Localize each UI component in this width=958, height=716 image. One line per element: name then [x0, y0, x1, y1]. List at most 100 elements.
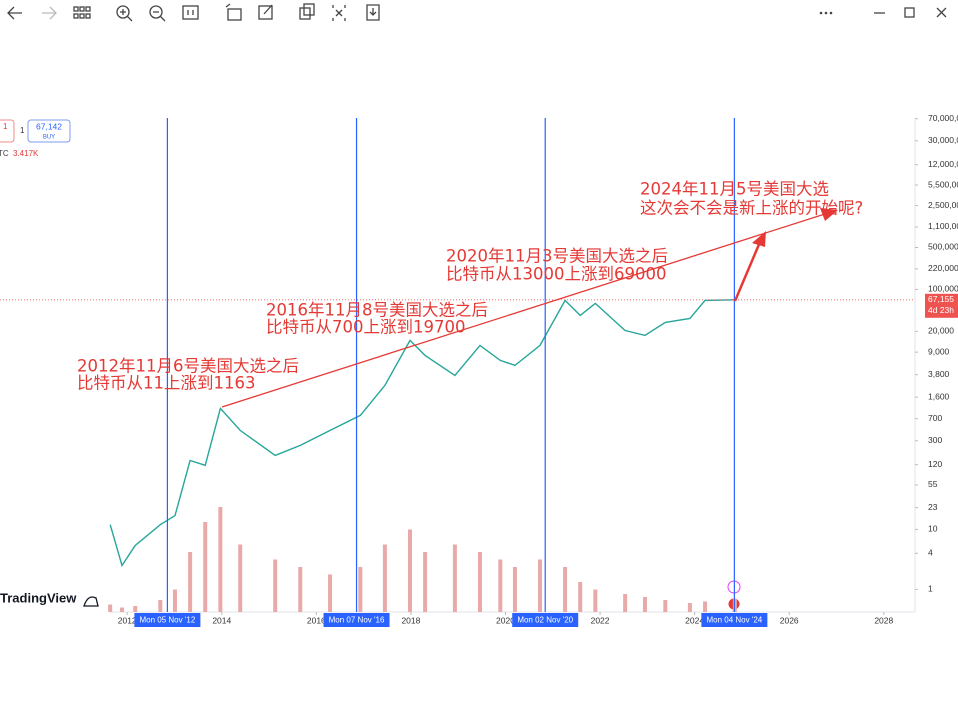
- y-tick-label: 12,000,000: [928, 159, 958, 169]
- volume-bar: [452, 544, 457, 612]
- rotate-button[interactable]: [225, 3, 242, 21]
- y-tick-label: 30,000,000: [928, 135, 958, 145]
- more-button[interactable]: [819, 11, 833, 15]
- buy-label: BUY: [43, 135, 55, 141]
- quantity: 1: [20, 126, 25, 135]
- volume-bar: [273, 559, 278, 612]
- volume-bar: [687, 603, 692, 612]
- event-date-box: [512, 613, 579, 627]
- y-tick-label: 1: [928, 584, 933, 594]
- x-tick-label: 2018: [401, 615, 420, 625]
- price-axis: [915, 118, 958, 632]
- sell-box[interactable]: [0, 119, 15, 143]
- y-tick-label: 70,000,000: [928, 113, 958, 123]
- maximize-button[interactable]: [904, 7, 915, 18]
- y-tick-label: 3,800: [928, 369, 950, 379]
- y-tick-label: 5,500,000: [928, 179, 958, 189]
- close-button[interactable]: [936, 7, 947, 18]
- volume-bar: [358, 567, 363, 612]
- annotation: 2020年11月3号美国大选之后: [446, 247, 668, 266]
- y-tick-label: 23: [928, 502, 938, 512]
- volume-bar: [663, 600, 668, 612]
- x-tick-label: 2026: [780, 615, 799, 625]
- event-date-box: [134, 613, 201, 627]
- volume-bar: [703, 601, 708, 612]
- x-tick-label: 2028: [874, 615, 893, 625]
- x-tick-label: 2024: [685, 615, 704, 625]
- y-tick-label: 1,100,000: [928, 221, 958, 231]
- x-tick-label: 2012: [118, 615, 137, 625]
- x-tick-label: 2016: [307, 615, 326, 625]
- volume-bar: [172, 589, 177, 612]
- edit-button[interactable]: [258, 4, 273, 20]
- volume-bar: [512, 567, 517, 612]
- y-tick-label: 55: [928, 479, 938, 489]
- y-tick-label: 2,500,000: [928, 200, 958, 210]
- volume-bar: [203, 522, 208, 612]
- volume-bar: [218, 507, 223, 612]
- volume-bar: [108, 604, 113, 612]
- event-date-label: Mon 07 Nov '16: [329, 616, 385, 625]
- sell-fragment: 1: [3, 122, 8, 131]
- event-date-label: Mon 04 Nov '24: [706, 616, 762, 625]
- annotation: 比特币从13000上涨到69000: [446, 265, 666, 284]
- x-tick-label: 2022: [591, 615, 610, 625]
- forward-button[interactable]: [42, 6, 57, 20]
- last-price-tag: [925, 293, 958, 318]
- volume-bar: [423, 552, 428, 612]
- arrow: [733, 241, 762, 302]
- gallery-button[interactable]: [73, 6, 91, 19]
- buy-box[interactable]: [27, 119, 71, 143]
- annotation: 2016年11月8号美国大选之后: [266, 301, 488, 320]
- trend-arrow: [221, 212, 829, 408]
- order-panel: 1 1 67,142 BUY TC 3.417K: [0, 119, 71, 158]
- volume-bar: [382, 544, 387, 612]
- volume-bar: [498, 559, 503, 612]
- volume-bar: [133, 606, 138, 612]
- back-button[interactable]: [7, 6, 22, 20]
- volume-bar: [238, 544, 243, 612]
- y-tick-label: 100,000: [928, 284, 958, 294]
- y-tick-label: 300: [928, 435, 942, 445]
- save-button[interactable]: [366, 4, 380, 21]
- annotation: 比特币从700上涨到19700: [266, 318, 465, 337]
- symbol-fragment: TC: [0, 149, 9, 158]
- arrow-head: [752, 231, 766, 247]
- brand-logo: TradingView: [0, 590, 77, 605]
- volume-bar: [120, 607, 124, 612]
- event-date-box: [323, 613, 390, 627]
- zoom-out-button[interactable]: [149, 5, 166, 22]
- y-tick-label: 10: [928, 524, 938, 534]
- volume-bar: [328, 574, 333, 612]
- plot: 70,000,000 30,000,000 12,000,000 5,500,000 2…: [0, 113, 958, 632]
- volume-bar: [477, 552, 482, 612]
- annotation: 2012年11月6号美国大选之后: [77, 357, 299, 376]
- volume-readout: 3.417K: [13, 149, 39, 158]
- y-tick-label: 120: [928, 459, 942, 469]
- buy-price: 67,142: [36, 121, 62, 131]
- zoom-in-button[interactable]: [116, 5, 133, 22]
- volume-bar: [188, 552, 193, 612]
- event-date-label: Mon 05 Nov '12: [140, 616, 196, 625]
- y-tick-label: 9,000: [928, 346, 950, 356]
- volume-bar: [563, 567, 568, 612]
- x-tick-label: 2020: [496, 615, 515, 625]
- toolbar: [7, 3, 947, 22]
- annotation: 2024年11月5号美国大选: [640, 180, 829, 199]
- crop-button[interactable]: [332, 5, 346, 21]
- volume-bar: [642, 597, 647, 612]
- y-tick-label: 1,600: [928, 391, 950, 401]
- volume-bar: [298, 567, 303, 612]
- volume-bar: [578, 582, 583, 612]
- copy-button[interactable]: [299, 3, 315, 20]
- volume-bar: [538, 559, 543, 612]
- arrow-head: [820, 208, 838, 221]
- volume-bar: [593, 589, 598, 612]
- actual-size-button[interactable]: [182, 5, 199, 20]
- brand-icon: [83, 596, 99, 607]
- x-tick-label: 2014: [212, 615, 231, 625]
- y-tick-label: 4: [928, 548, 933, 558]
- y-tick-label: 500,000: [928, 242, 958, 252]
- annotation: 这次会不会是新上涨的开始呢?: [640, 199, 863, 218]
